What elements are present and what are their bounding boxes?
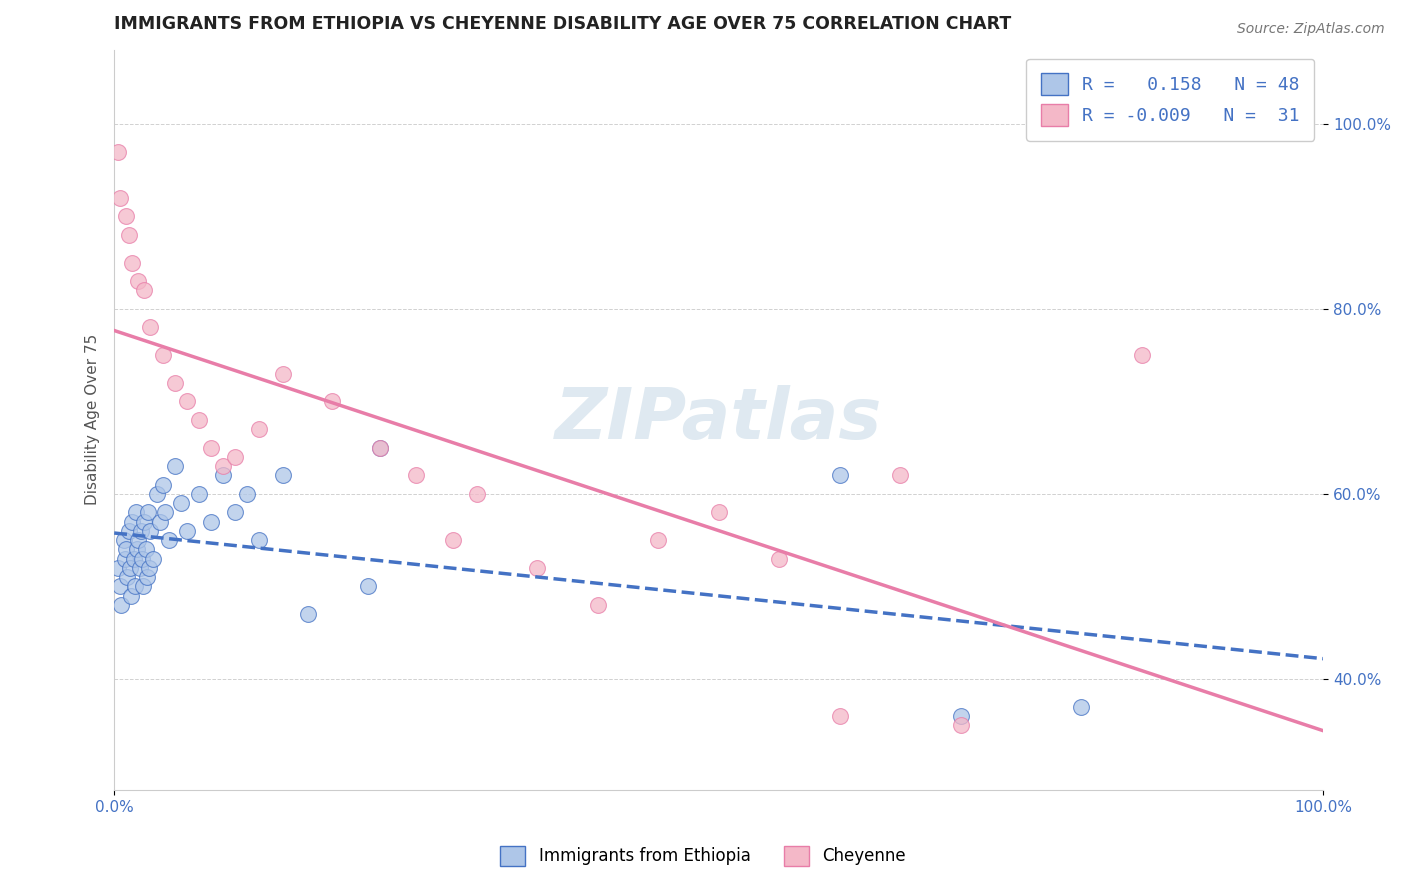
Point (107, 561, 129, 575)
Point (127, 533, 149, 547)
Text: ZIPatlas: ZIPatlas (555, 385, 883, 454)
Point (122, 551, 145, 566)
Point (121, 515, 143, 529)
Point (112, 533, 135, 547)
Point (136, 505, 159, 519)
Point (441, 533, 464, 547)
Point (405, 468, 427, 483)
Point (152, 348, 174, 362)
Point (142, 551, 165, 566)
Point (368, 441, 391, 455)
Point (224, 450, 246, 464)
Point (526, 561, 548, 575)
Legend: Immigrants from Ethiopia, Cheyenne: Immigrants from Ethiopia, Cheyenne (486, 832, 920, 880)
Point (200, 515, 222, 529)
Point (134, 515, 156, 529)
Point (212, 459, 235, 474)
Point (176, 394, 198, 409)
Text: Source: ZipAtlas.com: Source: ZipAtlas.com (1237, 22, 1385, 37)
Point (224, 505, 246, 519)
Text: IMMIGRANTS FROM ETHIOPIA VS CHEYENNE DISABILITY AGE OVER 75 CORRELATION CHART: IMMIGRANTS FROM ETHIOPIA VS CHEYENNE DIS… (114, 15, 1011, 33)
Point (828, 468, 851, 483)
Point (273, 367, 295, 381)
Point (200, 441, 222, 455)
Point (247, 422, 270, 436)
Point (465, 487, 488, 501)
Point (127, 274, 149, 288)
Point (114, 551, 136, 566)
Y-axis label: Disability Age Over 75: Disability Age Over 75 (86, 334, 100, 506)
Point (273, 468, 295, 483)
Point (115, 542, 138, 557)
Point (135, 542, 157, 557)
Point (135, 570, 157, 584)
Point (118, 227, 141, 242)
Point (139, 320, 162, 334)
Legend: R =   0.158   N = 48, R = -0.009   N =  31: R = 0.158 N = 48, R = -0.009 N = 31 (1026, 59, 1315, 141)
Point (163, 376, 186, 390)
Point (586, 598, 609, 612)
Point (949, 718, 972, 732)
Point (121, 255, 143, 269)
Point (110, 579, 132, 593)
Point (110, 191, 132, 205)
Point (828, 709, 851, 723)
Point (236, 487, 259, 501)
Point (187, 487, 209, 501)
Point (120, 589, 142, 603)
Point (118, 524, 141, 538)
Point (127, 542, 149, 557)
Point (118, 561, 141, 575)
Point (163, 459, 186, 474)
Point (1070, 699, 1092, 714)
Point (187, 413, 209, 427)
Point (115, 210, 138, 224)
Point (138, 561, 160, 575)
Point (107, 145, 129, 159)
Point (134, 283, 156, 297)
Point (170, 496, 193, 510)
Point (145, 487, 167, 501)
Point (153, 505, 176, 519)
Point (176, 524, 198, 538)
Point (132, 579, 155, 593)
Point (117, 570, 139, 584)
Point (152, 477, 174, 491)
Point (149, 515, 172, 529)
Point (125, 505, 148, 519)
Point (368, 441, 391, 455)
Point (139, 524, 162, 538)
Point (128, 561, 150, 575)
Point (357, 579, 380, 593)
Point (110, 598, 132, 612)
Point (297, 607, 319, 621)
Point (124, 579, 146, 593)
Point (647, 533, 669, 547)
Point (707, 505, 730, 519)
Point (247, 533, 270, 547)
Point (212, 468, 235, 483)
Point (949, 709, 972, 723)
Point (768, 551, 790, 566)
Point (889, 468, 911, 483)
Point (131, 551, 153, 566)
Point (321, 394, 343, 409)
Point (129, 524, 152, 538)
Point (157, 533, 180, 547)
Point (1130, 348, 1153, 362)
